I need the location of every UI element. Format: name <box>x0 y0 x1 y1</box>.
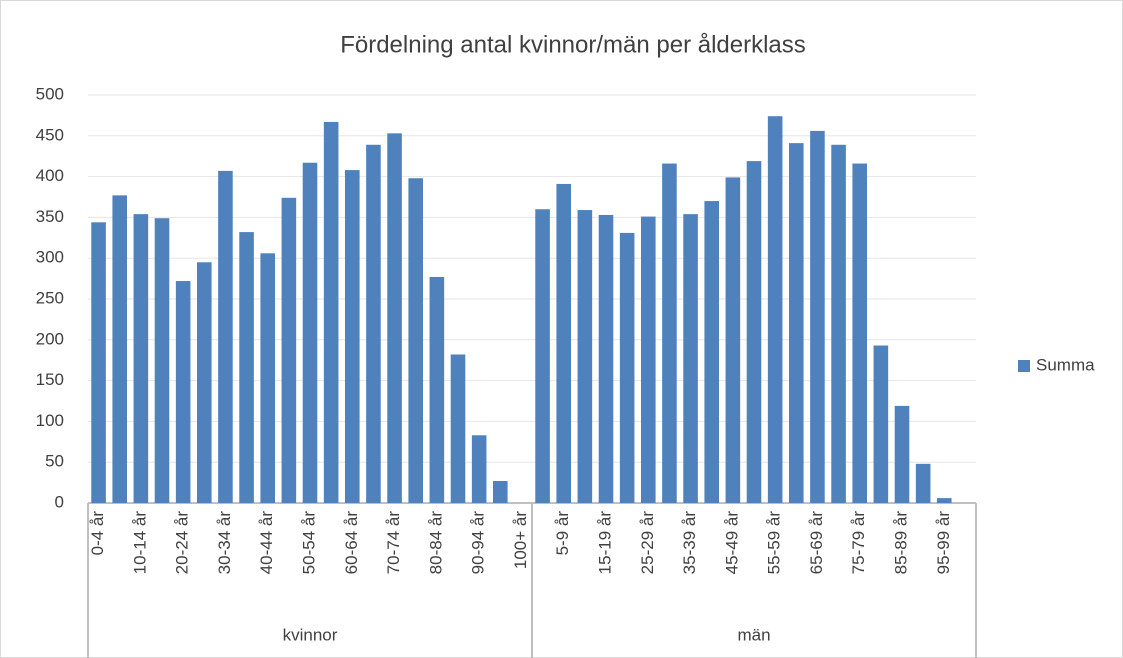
x-tick-label: 65-69 år <box>807 511 826 575</box>
bar <box>408 178 424 503</box>
bar <box>471 435 487 503</box>
x-tick-label: 45-49 år <box>722 511 741 575</box>
y-tick-label: 400 <box>36 166 64 185</box>
x-tick-label: 5-9 år <box>553 511 572 556</box>
x-tick-label: 90-94 år <box>469 511 488 575</box>
bar <box>218 170 233 503</box>
bar <box>302 162 318 503</box>
bar <box>598 214 614 503</box>
y-tick-label: 450 <box>36 125 64 144</box>
y-tick-label: 500 <box>36 84 64 103</box>
bar <box>239 232 254 503</box>
group-label: män <box>737 625 770 644</box>
bar <box>831 144 846 503</box>
x-tick-label: 30-34 år <box>215 511 234 575</box>
bar <box>154 218 170 503</box>
bar <box>704 201 720 503</box>
bar <box>894 405 910 503</box>
legend-label: Summa <box>1036 355 1095 374</box>
x-tick-label: 80-84 år <box>426 511 445 575</box>
bar <box>112 195 128 504</box>
x-tick-label: 100+ år <box>511 511 530 569</box>
bar <box>746 161 762 503</box>
y-tick-label: 0 <box>55 492 64 511</box>
bar <box>683 214 698 504</box>
bar <box>767 116 783 503</box>
bar <box>344 170 360 503</box>
x-tick-label: 0-4 år <box>88 511 107 556</box>
bar <box>936 498 952 503</box>
bar <box>725 177 741 503</box>
bar <box>492 480 508 503</box>
group-label: kvinnor <box>283 625 338 644</box>
bar <box>810 130 825 504</box>
bar <box>577 210 593 503</box>
x-tick-label: 75-79 år <box>849 511 868 575</box>
bar <box>852 163 868 503</box>
bar <box>323 121 339 503</box>
x-tick-label: 95-99 år <box>934 511 953 575</box>
bar <box>387 133 402 504</box>
y-tick-label: 150 <box>36 370 64 389</box>
y-tick-label: 100 <box>36 411 64 430</box>
x-tick-label: 70-74 år <box>384 511 403 575</box>
bar <box>281 197 297 504</box>
x-tick-label: 85-89 år <box>891 511 910 575</box>
legend-swatch <box>1018 360 1030 372</box>
x-tick-label: 25-29 år <box>638 511 657 575</box>
x-tick-label: 60-64 år <box>342 511 361 575</box>
bar <box>535 209 550 504</box>
x-tick-label: 55-59 år <box>765 511 784 575</box>
y-tick-label: 200 <box>36 329 64 348</box>
bar <box>429 276 445 503</box>
x-tick-label: 35-39 år <box>680 511 699 575</box>
bar <box>133 214 149 504</box>
bar <box>260 253 276 503</box>
bar <box>366 144 381 503</box>
bar <box>915 463 931 503</box>
bar <box>175 281 191 503</box>
bar <box>662 163 677 503</box>
x-tick-label: 15-19 år <box>595 511 614 575</box>
bar <box>91 222 106 503</box>
bar <box>450 354 466 503</box>
y-tick-label: 300 <box>36 248 64 267</box>
x-tick-label: 40-44 år <box>257 511 276 575</box>
bar <box>640 216 656 504</box>
x-tick-label: 20-24 år <box>173 511 192 575</box>
bar <box>556 183 572 503</box>
x-tick-label: 10-14 år <box>130 511 149 575</box>
x-tick-label: 50-54 år <box>299 511 318 575</box>
bar <box>619 232 635 504</box>
y-tick-label: 50 <box>45 452 64 471</box>
chart-title: Fördelning antal kvinnor/män per ålderkl… <box>340 31 806 58</box>
bar <box>873 345 889 503</box>
y-tick-label: 250 <box>36 288 64 307</box>
y-tick-label: 350 <box>36 207 64 226</box>
bar <box>788 143 804 504</box>
bar <box>196 262 212 503</box>
